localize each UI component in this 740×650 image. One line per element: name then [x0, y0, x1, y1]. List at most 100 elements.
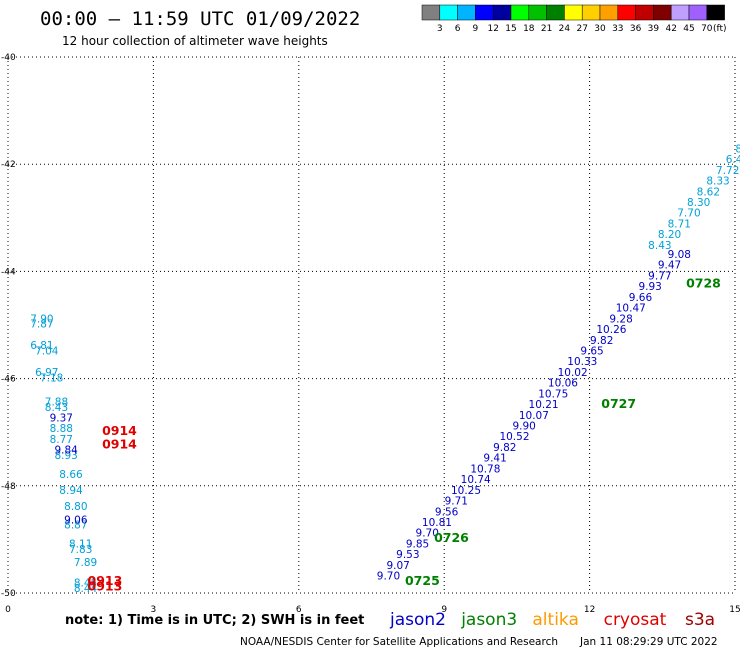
legend-entry: altika — [532, 610, 579, 630]
data-point-label: 0913 — [88, 578, 123, 593]
data-point-label: 7.72 — [716, 165, 739, 177]
colorbar-swatch — [706, 4, 725, 21]
colorbar-swatch — [581, 4, 601, 21]
data-point-label: 10.06 — [548, 378, 578, 390]
data-point-label: 7.87 — [30, 319, 53, 331]
data-point-label: 9.65 — [580, 345, 603, 357]
data-point-label: 10.02 — [558, 367, 588, 379]
legend-entry: jason3 — [460, 610, 517, 630]
colorbar-label: 12 — [487, 24, 498, 34]
data-point-label: 7.83 — [69, 544, 92, 556]
data-point-label: 8.30 — [687, 197, 710, 209]
data-point-label: 0726 — [434, 530, 469, 545]
colorbar-label: 6 — [455, 24, 461, 34]
colorbar: 3 6 9 12 15 18 21 24 27 30 33 36 39 42 45 70 (ft) — [421, 4, 727, 34]
colorbar-label: 30 — [594, 24, 606, 34]
colorbar-label: 33 — [612, 24, 623, 34]
data-point-label: 10.47 — [616, 303, 646, 315]
satellite-legend: jason2 jason3 altika cryosat s3a — [389, 610, 715, 630]
colorbar-swatch — [546, 4, 565, 21]
colorbar-swatch — [599, 4, 619, 21]
data-point-label: 8.33 — [706, 176, 729, 188]
colorbar-swatch — [528, 4, 547, 21]
data-point-label: 9.82 — [493, 442, 516, 454]
data-point-label: 9.71 — [445, 496, 468, 508]
data-point-label: 8.11 — [69, 538, 92, 550]
x-tick-label: 6 — [296, 605, 302, 615]
y-tick-label: -40 — [1, 53, 16, 63]
x-tick-label: 3 — [151, 605, 157, 615]
legend-entry: jason2 — [389, 610, 446, 630]
data-point-label: 10.33 — [567, 356, 597, 368]
chart-subtitle: 12 hour collection of altimeter wave hei… — [62, 34, 328, 48]
data-point-label: 0914 — [102, 436, 137, 451]
data-point-label: 10.07 — [519, 410, 549, 422]
data-point-label: 9.85 — [406, 538, 429, 550]
data-point-label: 10.75 — [538, 388, 568, 400]
data-point-label: 9.41 — [483, 453, 506, 465]
data-point-label: 8.66 — [59, 469, 83, 481]
data-point-label: 0725 — [405, 573, 440, 588]
data-point-label: 8.94 — [59, 485, 83, 497]
colorbar-swatch — [688, 4, 708, 21]
footer-note: note: 1) Time is in UTC; 2) SWH is in fe… — [65, 613, 364, 628]
data-point-label: 9.93 — [638, 281, 661, 293]
data-point-label: 9.28 — [609, 313, 632, 325]
y-tick-label: -42 — [1, 160, 16, 170]
colorbar-swatch — [653, 4, 672, 21]
data-point-label: 6.81 — [30, 340, 53, 352]
data-point-label: 7.88 — [45, 396, 68, 408]
data-point-label: 8.62 — [697, 186, 720, 198]
data-point-label: 9.56 — [435, 506, 459, 518]
data-point-label: 8.45 — [74, 578, 97, 590]
plot-area: 0 3 6 9 12 15-40-42-44-46-48-509.709.079.539.… — [1, 53, 740, 615]
colorbar-label: 39 — [648, 24, 660, 34]
data-point-label: 9.47 — [658, 260, 681, 272]
data-point-label: 9.84 — [54, 445, 78, 457]
data-point-label: 8.43 — [648, 240, 671, 252]
data-point-label: 9.82 — [590, 335, 613, 347]
data-point-label: 10.21 — [529, 399, 559, 411]
data-point-label: 10.25 — [451, 485, 481, 497]
legend-entry: cryosat — [604, 610, 667, 630]
data-point-label: 7.90 — [30, 313, 53, 325]
colorbar-swatch — [439, 4, 458, 21]
data-point-label: 9.08 — [668, 249, 691, 261]
data-point-label: 8.88 — [50, 423, 73, 435]
colorbar-swatch — [510, 4, 530, 21]
colorbar-swatch — [475, 4, 494, 21]
data-point-label: 8.87 — [64, 520, 87, 532]
data-point-label: 7.89 — [74, 557, 97, 569]
data-point-label: 10.78 — [470, 463, 500, 475]
colorbar-label: 42 — [665, 24, 676, 34]
colorbar-label: 45 — [683, 24, 694, 34]
data-point-label: 9.53 — [396, 549, 419, 561]
colorbar-label: 27 — [576, 24, 587, 34]
colorbar-swatch — [617, 4, 636, 21]
data-point-label: 8.44 — [74, 583, 98, 595]
data-point-label: 8.93 — [54, 450, 77, 462]
data-point-label: 9.07 — [386, 560, 409, 572]
data-point-label: 10.81 — [422, 517, 452, 529]
colorbar-label: 36 — [630, 24, 642, 34]
data-point-label: 6.48 — [726, 154, 740, 166]
data-point-label: 8.77 — [50, 434, 73, 446]
colorbar-swatch — [457, 4, 476, 21]
colorbar-swatch — [492, 4, 512, 21]
data-point-label: 8.02 — [735, 143, 740, 155]
data-point-label: 8.20 — [658, 229, 681, 241]
data-point-label: 0728 — [686, 275, 721, 290]
y-tick-label: -50 — [1, 589, 16, 599]
data-point-label: 9.70 — [377, 571, 400, 583]
colorbar-swatch — [670, 4, 690, 21]
data-point-label: 8.71 — [668, 218, 691, 230]
legend-entry: s3a — [685, 610, 715, 630]
data-point-label: 7.04 — [35, 345, 59, 357]
data-point-label: 10.52 — [499, 431, 529, 443]
chart-title: 00:00 – 11:59 UTC 01/09/2022 — [40, 8, 360, 30]
data-point-label: 7.70 — [677, 208, 700, 220]
y-tick-label: -48 — [1, 482, 16, 492]
y-tick-label: -44 — [1, 267, 16, 277]
colorbar-label: 9 — [473, 24, 479, 34]
